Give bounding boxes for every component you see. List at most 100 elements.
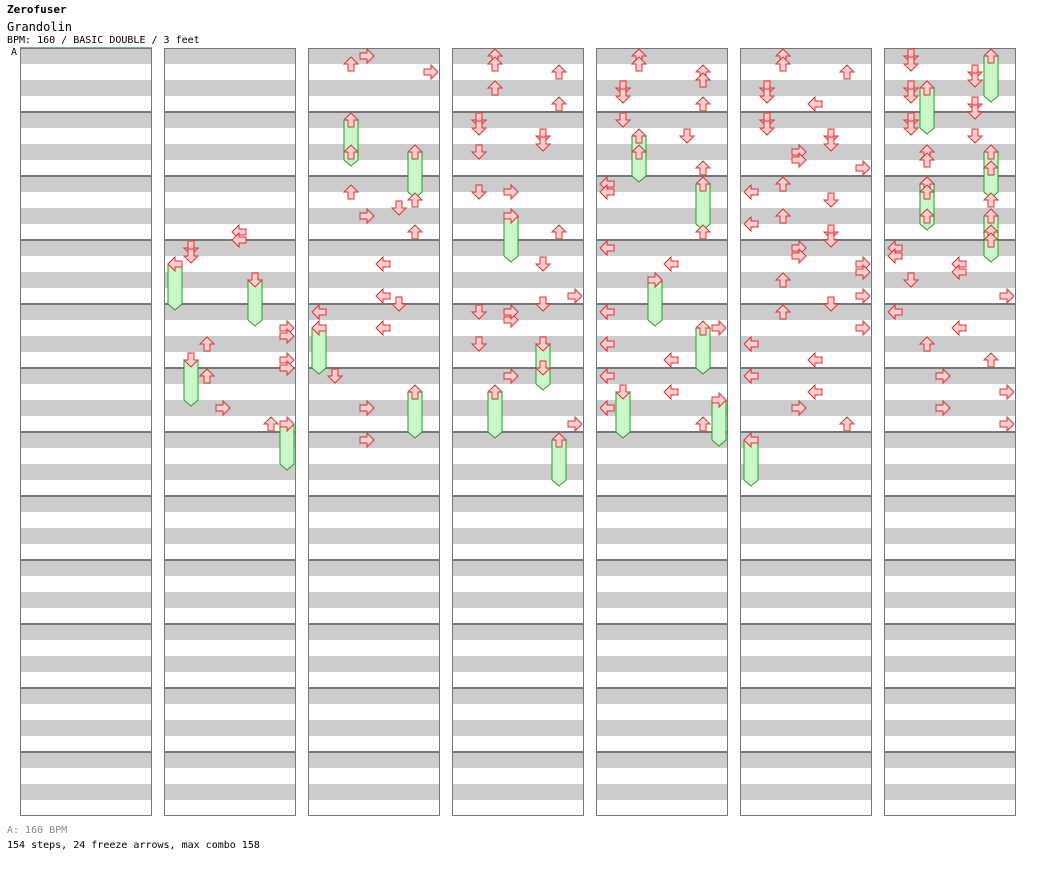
beat-stripe bbox=[452, 496, 584, 512]
beat-stripe bbox=[452, 592, 584, 608]
beat-stripe bbox=[740, 592, 872, 608]
beat-stripe bbox=[308, 80, 440, 96]
freeze-head-icon bbox=[406, 144, 424, 160]
beat-stripe bbox=[164, 80, 296, 96]
measure-border bbox=[164, 176, 296, 240]
beat-stripe bbox=[884, 688, 1016, 704]
step-arrow-icon bbox=[198, 336, 216, 352]
step-arrow-icon bbox=[951, 319, 967, 337]
step-arrow-icon bbox=[198, 368, 216, 384]
step-arrow-icon bbox=[774, 304, 792, 320]
beat-stripe bbox=[596, 144, 728, 160]
step-arrow-icon bbox=[599, 335, 615, 353]
beat-stripe bbox=[164, 304, 296, 320]
measure-border bbox=[164, 496, 296, 560]
step-arrow-icon bbox=[758, 120, 776, 136]
freeze-arrow bbox=[614, 384, 632, 439]
beat-stripe bbox=[452, 720, 584, 736]
beat-stripe bbox=[596, 48, 728, 64]
beat-stripe bbox=[740, 80, 872, 96]
beat-stripe bbox=[740, 528, 872, 544]
step-arrow-icon bbox=[311, 303, 327, 321]
beat-stripe bbox=[740, 464, 872, 480]
step-arrow-icon bbox=[694, 96, 712, 112]
measure-border bbox=[452, 48, 584, 112]
beat-stripe bbox=[20, 720, 152, 736]
beat-stripe bbox=[20, 784, 152, 800]
step-arrow-icon bbox=[902, 120, 920, 136]
step-arrow-icon bbox=[918, 152, 936, 168]
beat-stripe bbox=[20, 624, 152, 640]
step-arrow-icon bbox=[470, 144, 488, 160]
measure-border bbox=[740, 432, 872, 496]
chart-info: BPM: 160 / BASIC DOUBLE / 3 feet bbox=[7, 35, 200, 46]
freeze-head-icon bbox=[406, 384, 424, 400]
beat-stripe bbox=[164, 752, 296, 768]
beat-stripe bbox=[164, 784, 296, 800]
freeze-head-icon bbox=[982, 144, 1000, 160]
step-arrow-icon bbox=[694, 72, 712, 88]
measure-border bbox=[740, 368, 872, 432]
beat-stripe bbox=[884, 784, 1016, 800]
step-arrow-icon bbox=[503, 183, 519, 201]
beat-stripe bbox=[596, 368, 728, 384]
step-arrow-icon bbox=[902, 56, 920, 72]
measure-border bbox=[452, 624, 584, 688]
freeze-head-icon bbox=[503, 207, 519, 225]
measure-border bbox=[20, 176, 152, 240]
measure-border bbox=[20, 48, 152, 112]
beat-stripe bbox=[308, 560, 440, 576]
beat-stripe bbox=[452, 336, 584, 352]
measure-border bbox=[740, 752, 872, 816]
measure-border bbox=[308, 48, 440, 112]
beat-stripe bbox=[596, 176, 728, 192]
measure-border bbox=[596, 176, 728, 240]
measure-border bbox=[164, 688, 296, 752]
freeze-head-icon bbox=[630, 128, 648, 144]
freeze-arrow bbox=[311, 319, 327, 375]
beat-stripe bbox=[884, 112, 1016, 128]
freeze-arrow bbox=[167, 255, 183, 311]
measure-border bbox=[884, 560, 1016, 624]
step-arrow-icon bbox=[918, 208, 936, 224]
step-arrow-icon bbox=[534, 136, 552, 152]
beat-stripe bbox=[308, 240, 440, 256]
beat-stripe bbox=[740, 112, 872, 128]
beat-stripe bbox=[164, 176, 296, 192]
step-arrow-icon bbox=[599, 239, 615, 257]
step-arrow-icon bbox=[470, 184, 488, 200]
freeze-head-icon bbox=[550, 432, 568, 448]
beat-stripe bbox=[740, 656, 872, 672]
beat-stripe bbox=[20, 400, 152, 416]
beat-stripe bbox=[20, 560, 152, 576]
step-arrow-icon bbox=[743, 215, 759, 233]
measure-border bbox=[884, 688, 1016, 752]
measure-border bbox=[740, 304, 872, 368]
step-arrow-icon bbox=[359, 47, 375, 65]
step-arrow-icon bbox=[999, 415, 1015, 433]
step-arrow-icon bbox=[694, 416, 712, 432]
freeze-arrow bbox=[182, 352, 200, 407]
measure-border bbox=[164, 240, 296, 304]
measure-border bbox=[308, 432, 440, 496]
step-arrow-icon bbox=[279, 327, 295, 345]
measure-border bbox=[20, 560, 152, 624]
step-arrow-icon bbox=[694, 224, 712, 240]
step-arrow-icon bbox=[262, 416, 280, 432]
step-arrow-icon bbox=[375, 255, 391, 273]
freeze-head-icon bbox=[918, 80, 936, 96]
beat-stripe bbox=[164, 528, 296, 544]
beat-stripe bbox=[20, 304, 152, 320]
step-arrow-icon bbox=[822, 232, 840, 248]
step-arrow-icon bbox=[966, 128, 984, 144]
beat-stripe bbox=[740, 624, 872, 640]
chart-column bbox=[164, 48, 296, 816]
measure-border bbox=[20, 496, 152, 560]
beat-stripe bbox=[452, 112, 584, 128]
measure-border bbox=[20, 240, 152, 304]
chart-column bbox=[740, 48, 872, 816]
beat-stripe bbox=[308, 304, 440, 320]
step-arrow-icon bbox=[342, 144, 360, 160]
measure-border bbox=[596, 752, 728, 816]
step-arrow-icon bbox=[182, 248, 200, 264]
